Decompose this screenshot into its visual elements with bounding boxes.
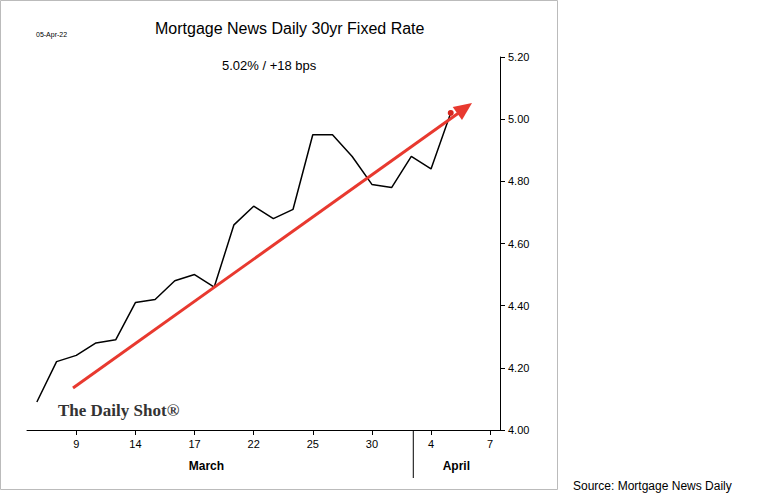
svg-text:4: 4 <box>428 438 434 450</box>
svg-text:5.02% / +18 bps: 5.02% / +18 bps <box>222 58 317 73</box>
svg-text:4.20: 4.20 <box>508 362 529 374</box>
svg-text:22: 22 <box>248 438 260 450</box>
svg-text:25: 25 <box>307 438 319 450</box>
svg-text:17: 17 <box>188 438 200 450</box>
svg-text:5.20: 5.20 <box>508 51 529 63</box>
svg-text:5.00: 5.00 <box>508 113 529 125</box>
svg-text:05-Apr-22: 05-Apr-22 <box>36 31 67 39</box>
svg-text:4.80: 4.80 <box>508 175 529 187</box>
svg-text:Mortgage News Daily 30yr Fixed: Mortgage News Daily 30yr Fixed Rate <box>155 20 425 37</box>
svg-text:4.00: 4.00 <box>508 424 529 436</box>
svg-text:9: 9 <box>73 438 79 450</box>
svg-text:March: March <box>189 459 224 473</box>
svg-text:4.60: 4.60 <box>508 238 529 250</box>
svg-text:The Daily Shot®: The Daily Shot® <box>58 401 180 420</box>
svg-text:April: April <box>443 459 470 473</box>
svg-text:Source: Mortgage News Daily: Source: Mortgage News Daily <box>573 479 732 493</box>
svg-text:30: 30 <box>366 438 378 450</box>
svg-text:7: 7 <box>487 438 493 450</box>
svg-text:4.40: 4.40 <box>508 300 529 312</box>
svg-text:14: 14 <box>129 438 141 450</box>
